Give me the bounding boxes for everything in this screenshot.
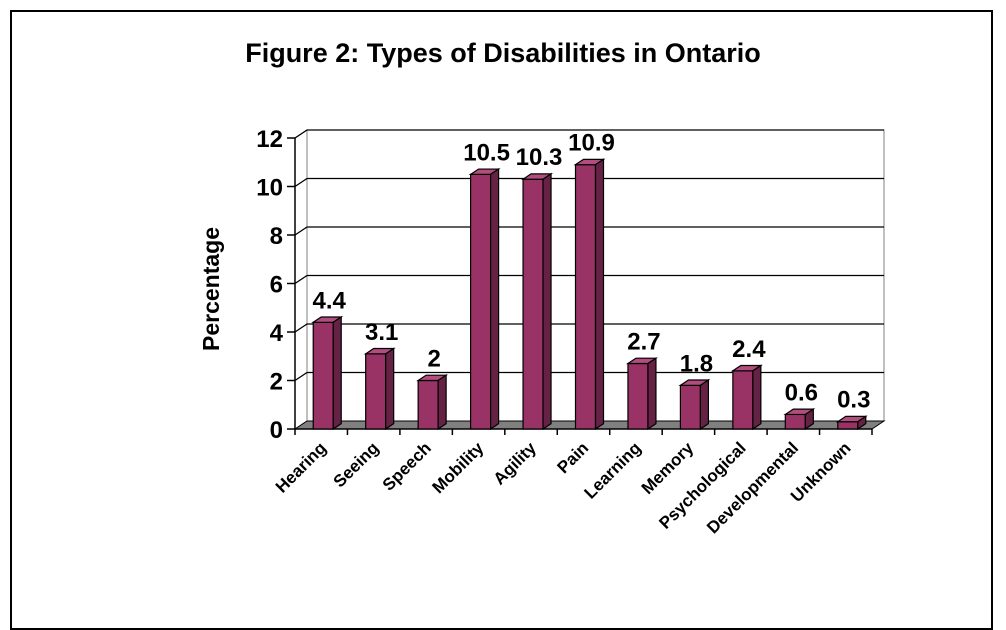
category-label: Agility: [490, 438, 541, 489]
data-label: 0.6: [785, 379, 818, 406]
gridline: [294, 371, 884, 382]
bar-unknown: [835, 415, 868, 431]
bar-hearing: [311, 315, 344, 431]
bar-agility: [521, 172, 554, 431]
bar-front: [679, 384, 702, 430]
bar-speech: [416, 374, 449, 431]
category-label: Pain: [554, 438, 593, 477]
bar-memory: [678, 378, 711, 431]
bar-side: [489, 167, 500, 431]
category-label: Developmental: [703, 438, 802, 537]
bar-side: [752, 364, 762, 431]
y-tick-label: 4: [270, 320, 284, 347]
bar-side: [804, 407, 814, 431]
bar-front: [365, 353, 387, 430]
bar-side: [542, 172, 552, 431]
bar-seeing: [363, 347, 396, 431]
y-tick-label: 8: [270, 223, 283, 250]
bar-front: [837, 421, 859, 430]
bar-front: [417, 379, 439, 430]
gridline: [294, 226, 884, 236]
data-labels: 4.4 3.1 2 10.5 10.310.9 2.7 1.8 2.4 0.6 0.3: [313, 130, 871, 414]
category-label: Speech: [379, 438, 435, 494]
bar-mobility: [468, 167, 501, 431]
y-tick-label: 2: [270, 369, 283, 396]
bar-side: [385, 347, 395, 431]
data-label: 1.8: [680, 350, 713, 377]
y-axis-title: Percentage: [198, 227, 224, 351]
y-tick-label: 6: [270, 272, 283, 299]
bar-learning: [625, 357, 658, 431]
category-label: Learning: [581, 438, 645, 502]
bar-side: [437, 374, 447, 431]
gridline: [294, 177, 884, 188]
chart-title: Figure 2: Types of Disabilities in Ontar…: [245, 38, 761, 68]
bars: [311, 158, 868, 431]
data-label: 3.1: [365, 319, 398, 346]
bar-psychological: [730, 364, 763, 431]
gridline: [294, 323, 884, 333]
bar-front: [469, 173, 492, 430]
data-label: 2: [427, 346, 440, 373]
bar-front: [312, 321, 334, 430]
data-label: 10.3: [516, 144, 563, 171]
bar-front: [522, 178, 544, 430]
bar-side: [647, 357, 657, 431]
data-label: 4.4: [313, 287, 347, 314]
data-label: 2.4: [732, 336, 766, 363]
y-tick-label: 10: [256, 175, 283, 202]
bar-side: [594, 158, 605, 431]
y-tick-label: 12: [256, 126, 283, 153]
data-label: 0.3: [837, 387, 870, 414]
bar-pain: [573, 158, 606, 431]
category-label: Mobility: [429, 438, 488, 497]
bar-developmental: [783, 407, 816, 431]
gridline: [294, 274, 884, 285]
category-label: Hearing: [272, 438, 330, 496]
gridline: [294, 129, 884, 139]
bar-side: [857, 415, 867, 431]
gridlines: [294, 129, 884, 382]
data-label: 10.9: [568, 130, 615, 157]
bar-side: [699, 378, 710, 431]
y-tick-label: 0: [270, 417, 283, 444]
bar-front: [732, 370, 754, 430]
category-label: Seeing: [330, 438, 383, 491]
bar-side: [332, 315, 342, 431]
data-label: 10.5: [463, 139, 510, 166]
bar-front: [784, 413, 806, 430]
bar-front: [574, 164, 597, 430]
bar-front: [627, 362, 649, 430]
data-label: 2.7: [627, 329, 660, 356]
bar-chart: 0 2 4 6 8 10 12 4.4 3.1 2 10.5 10.310.9 2.7 1.8 2.4 0.…: [198, 126, 886, 537]
